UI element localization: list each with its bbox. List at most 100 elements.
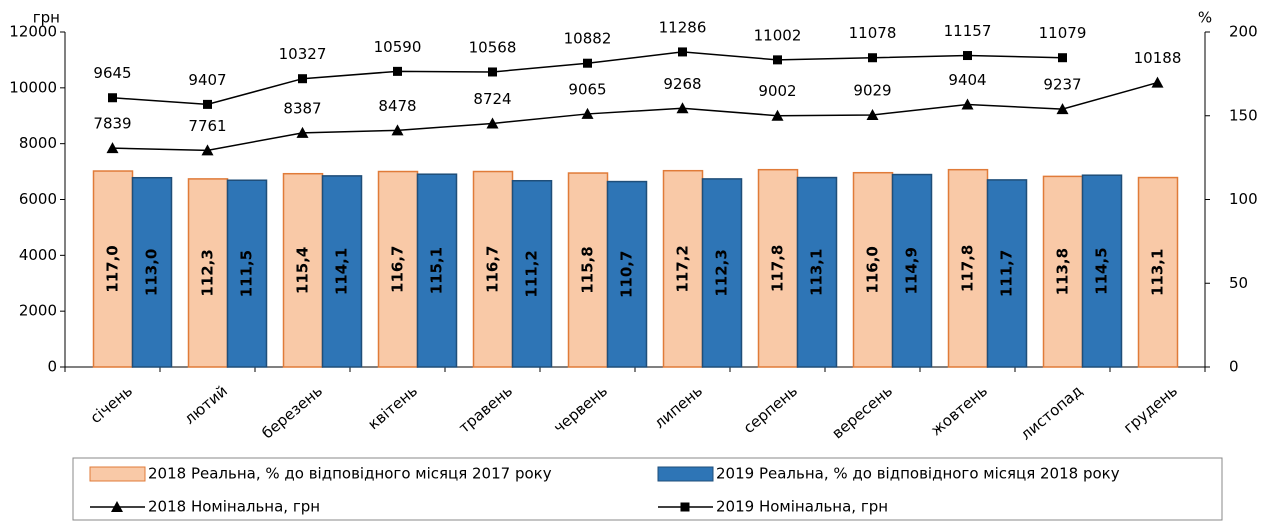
marker [486,117,499,129]
line-value-label: 11157 [944,22,992,40]
y-tick-label: 10000 [9,78,57,96]
line [112,81,1158,152]
line-value-label: 7761 [188,117,226,135]
legend-box [72,457,1223,521]
x-tick-label: січень [87,382,136,427]
bar-value-label: 113,1 [1149,249,1167,296]
marker [961,98,974,110]
bar-value-label: 114,9 [903,247,921,294]
legend-swatch [657,466,714,482]
bar-value-label: 116,7 [389,246,407,293]
bar [662,169,704,368]
bar [416,173,458,368]
x-tick-label: квітень [364,382,421,434]
y2-tick-label: 50 [1229,274,1248,292]
bar-value-label: 117,8 [769,245,787,292]
bar [796,176,838,368]
line-value-label: 9237 [1043,76,1081,94]
bar [701,178,743,368]
marker [771,109,784,121]
bar-value-label: 112,3 [713,249,731,296]
marker [296,126,309,138]
bar [472,170,514,368]
y-tick-label: 12000 [9,23,57,41]
marker [868,53,877,63]
line-value-label: 7839 [93,115,131,133]
bar [321,175,363,368]
legend-marker [680,502,690,512]
bar-value-label: 116,7 [484,246,502,293]
line-value-label: 9065 [568,80,606,98]
marker [203,99,212,109]
line-value-label: 9029 [853,81,891,99]
legend-label: 2019 Реальна, % до відповідного місяця 2… [716,465,1120,483]
bar [131,176,173,368]
y2-tick-label: 0 [1229,358,1239,376]
bar [1137,176,1179,368]
legend-label: 2018 Номінальна, грн [148,498,320,516]
marker [581,107,594,119]
legend-marker [111,501,123,512]
marker [106,142,119,154]
bar-value-label: 113,0 [143,249,161,296]
marker [1151,76,1164,88]
bar-value-label: 114,1 [333,248,351,295]
bar-value-label: 115,4 [294,247,312,294]
bar-value-label: 113,8 [1054,248,1072,295]
marker [866,108,879,120]
bar [282,172,324,368]
marker [963,51,972,61]
marker [298,74,307,84]
bar [92,170,134,368]
line-value-label: 9002 [758,82,796,100]
marker [201,144,214,156]
x-tick-label: березень [258,382,326,443]
bar-value-label: 116,0 [864,246,882,293]
y-axis-label: грн [33,9,60,27]
marker [1056,103,1069,115]
bar-value-label: 115,8 [579,246,597,293]
line-value-label: 11002 [754,26,802,44]
bar-value-label: 117,8 [959,245,977,292]
bar-value-label: 117,0 [104,245,122,292]
bar-value-label: 117,2 [674,245,692,292]
marker [488,67,497,77]
y2-tick-label: 200 [1229,23,1258,41]
x-tick-label: вересень [829,382,896,443]
marker [391,124,404,136]
bar-value-label: 110,7 [618,251,636,298]
bar [1081,174,1123,368]
marker [393,66,402,76]
bar-value-label: 111,5 [238,250,256,297]
line-value-label: 11079 [1039,24,1087,42]
y2-axis-label: % [1198,9,1212,27]
marker [1058,53,1067,63]
y-tick-label: 6000 [19,190,57,208]
line-value-label: 8387 [283,99,321,117]
y2-tick-label: 150 [1229,106,1258,124]
x-tick-label: лютий [181,382,231,428]
bar-value-label: 111,2 [523,250,541,297]
marker [678,47,687,57]
bar [852,171,894,368]
line-value-label: 9407 [188,71,226,89]
line-value-label: 11078 [849,24,897,42]
y-tick-label: 8000 [19,134,57,152]
line-value-label: 9404 [948,71,986,89]
bar-value-label: 114,5 [1093,247,1111,294]
x-tick-label: жовтень [927,382,991,440]
legend-swatch [89,466,146,482]
bar [986,179,1028,368]
line-value-label: 10590 [374,38,422,56]
legend-label: 2019 Номінальна, грн [716,498,888,516]
line-value-label: 9645 [93,64,131,82]
y-tick-label: 0 [47,358,57,376]
bar-value-label: 112,3 [199,249,217,296]
x-tick-label: грудень [1120,382,1181,437]
bar [606,180,648,368]
line-value-label: 10568 [469,38,517,56]
x-tick-label: червень [550,382,611,437]
x-tick-label: серпень [740,382,801,437]
x-tick-label: липень [651,382,706,432]
